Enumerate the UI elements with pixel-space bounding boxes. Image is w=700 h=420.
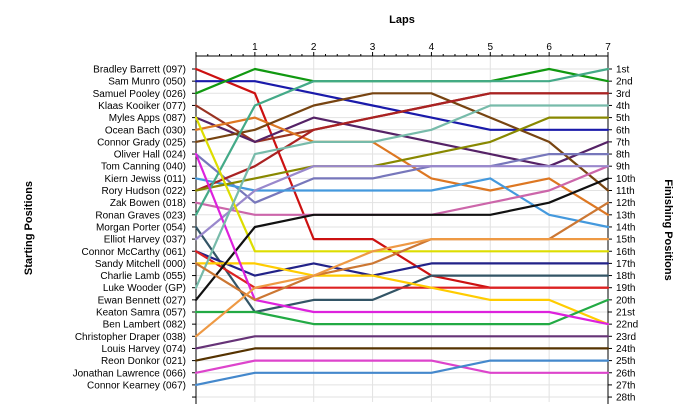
x-tick-label: 4 [429, 42, 435, 53]
starting-position-label: Christopher Draper (038) [75, 332, 186, 343]
starting-position-label: Ben Lambert (082) [103, 320, 186, 331]
starting-position-label: Rory Hudson (022) [102, 186, 186, 197]
series-line [194, 359, 610, 386]
starting-position-label: Keaton Samra (057) [96, 308, 186, 319]
finishing-position-label: 5th [616, 113, 630, 124]
finishing-position-label: 23rd [616, 332, 636, 343]
starting-position-label: Samuel Pooley (026) [93, 89, 186, 100]
finishing-position-label: 28th [616, 393, 635, 404]
finishing-position-label: 12th [616, 198, 635, 209]
x-tick-label: 7 [605, 42, 611, 53]
starting-position-label: Connor McCarthy (061) [82, 247, 186, 258]
finishing-position-label: 11th [616, 186, 635, 197]
series-line [194, 165, 610, 241]
x-tick-label: 6 [546, 42, 552, 53]
series-line [194, 177, 610, 301]
series-line [194, 116, 610, 253]
starting-position-label: Kiern Jewiss (011) [104, 174, 186, 185]
starting-position-label: Luke Wooder (GP) [103, 283, 186, 294]
finishing-position-label: 14th [616, 222, 635, 233]
finishing-position-label: 27th [616, 380, 635, 391]
finishing-position-label: 7th [616, 137, 630, 148]
x-tick-label: 2 [311, 42, 317, 53]
starting-position-label: Oliver Hall (024) [114, 150, 186, 161]
finishing-position-label: 1st [616, 65, 630, 76]
series-line [194, 298, 610, 326]
starting-position-label: Reon Donkor (021) [101, 356, 186, 367]
series-line [194, 262, 610, 326]
series-line [194, 335, 610, 350]
series-line [194, 104, 610, 289]
series-line [194, 250, 610, 277]
finishing-position-label: 17th [616, 259, 635, 270]
finishing-position-label: 10th [616, 174, 635, 185]
finishing-position-label: 21st [616, 308, 635, 319]
starting-position-label: Sam Munro (050) [108, 77, 186, 88]
finishing-position-label: 6th [616, 125, 630, 136]
x-tick-label: 1 [252, 42, 258, 53]
finishing-position-label: 3rd [616, 89, 630, 100]
series-line [194, 92, 610, 192]
starting-position-label: Morgan Porter (054) [96, 222, 186, 233]
x-tick-label: 5 [488, 42, 494, 53]
starting-position-label: Elliot Harvey (037) [104, 235, 186, 246]
finishing-position-label: 24th [616, 344, 635, 355]
series-line [194, 177, 610, 229]
starting-position-label: Klaas Kooiker (077) [98, 101, 186, 112]
series-line [194, 116, 610, 192]
starting-position-label: Ocean Bach (030) [105, 125, 186, 136]
finishing-position-label: 25th [616, 356, 635, 367]
finishing-position-label: 8th [616, 150, 630, 161]
x-tick-label: 3 [370, 42, 376, 53]
finishing-position-label: 18th [616, 271, 635, 282]
starting-position-label: Jonathan Lawrence (066) [73, 368, 186, 379]
starting-position-label: Ewan Bennett (027) [98, 295, 186, 306]
finishing-position-label: 4th [616, 101, 630, 112]
series-line [194, 153, 610, 204]
series-line [194, 67, 610, 216]
starting-position-label: Sandy Mitchell (000) [95, 259, 186, 270]
starting-position-label: Zak Bowen (018) [110, 198, 186, 209]
starting-position-label: Connor Kearney (067) [87, 380, 186, 391]
finishing-position-label: 2nd [616, 77, 633, 88]
finishing-position-label: 9th [616, 162, 630, 173]
finishing-position-label: 19th [616, 283, 635, 294]
starting-position-label: Charlie Lamb (055) [100, 271, 186, 282]
finishing-position-label: 20th [616, 295, 635, 306]
finishing-position-label: 16th [616, 247, 635, 258]
right-axis-title: Finishing Positions [662, 179, 674, 280]
starting-position-label: Bradley Barrett (097) [93, 65, 186, 76]
starting-position-label: Ronan Graves (023) [95, 210, 186, 221]
finishing-position-label: 22nd [616, 320, 638, 331]
starting-position-label: Tom Canning (040) [101, 162, 186, 173]
starting-position-label: Myles Apps (087) [109, 113, 186, 124]
series-lines [194, 67, 610, 386]
series-line [194, 347, 610, 362]
axis-labels: 1 2 3 4 5 6 7 Bradley Barrett (097)Sam Munro (0… [73, 42, 639, 404]
series-line [194, 250, 610, 289]
starting-position-label: Louis Harvey (074) [102, 344, 186, 355]
series-line [194, 238, 610, 338]
finishing-position-label: 26th [616, 368, 635, 379]
x-axis-title: Laps [389, 14, 415, 26]
starting-position-label: Connor Grady (025) [97, 137, 186, 148]
series-line [194, 92, 610, 192]
series-line [194, 359, 610, 374]
left-axis-title: Starting Positions [23, 181, 35, 275]
series-line [194, 153, 610, 326]
finishing-position-label: 15th [616, 235, 635, 246]
grid [196, 56, 609, 402]
finishing-position-label: 13th [616, 210, 635, 221]
